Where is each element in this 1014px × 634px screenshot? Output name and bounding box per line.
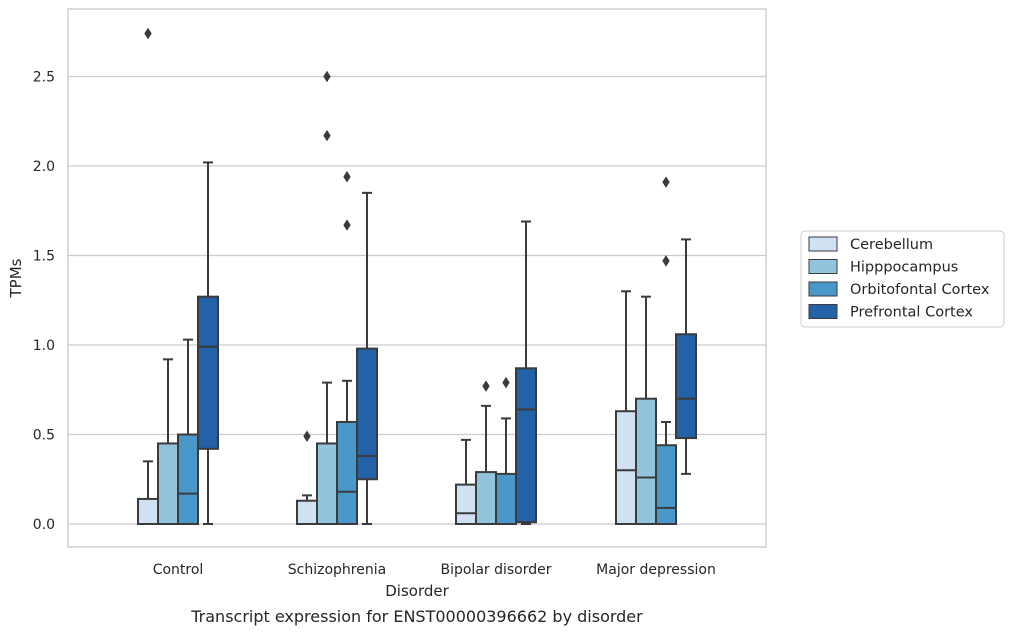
legend: Cerebellum Hipppocampus Orbitofontal Corte… (800, 230, 1005, 328)
box-iqr (615, 410, 637, 526)
legend-item: Prefrontal Cortex (808, 304, 973, 321)
y-tick-label: 1.5 (33, 249, 55, 265)
legend-label: Orbitofontal Cortex (850, 282, 990, 298)
legend-item: Orbitofontal Cortex (808, 281, 990, 298)
series-cerebellum (137, 27, 637, 526)
legend-frame (800, 230, 1005, 328)
outlier-point (303, 430, 311, 443)
y-tick-label: 0.5 (33, 428, 55, 444)
outlier-point (323, 129, 331, 142)
x-tick-label: Control (153, 562, 204, 578)
chart-caption: Transcript expression for ENST0000039666… (190, 607, 643, 626)
box-mark (316, 70, 338, 526)
y-tick-label: 2.5 (33, 70, 55, 86)
series-orbitofontal-cortex (177, 170, 677, 526)
box-iqr (495, 472, 517, 526)
box-iqr (475, 471, 497, 525)
y-tick-label: 1.0 (33, 338, 55, 354)
outlier-point (144, 27, 152, 40)
box-iqr (675, 333, 697, 440)
x-tick-labels: Control Schizophrenia Bipolar disorder Majo… (153, 562, 716, 578)
box-iqr (137, 497, 159, 526)
outlier-point (662, 255, 670, 267)
series-hipppocampus (157, 70, 657, 526)
legend-label: Cerebellum (850, 237, 933, 253)
box-mark (296, 430, 318, 526)
box-iqr (515, 367, 537, 524)
box-iqr (316, 442, 338, 526)
box-iqr (296, 499, 318, 526)
box-series (137, 27, 697, 526)
legend-swatch (808, 304, 838, 319)
x-tick-label: Major depression (596, 562, 716, 578)
outlier-point (502, 376, 510, 389)
box-iqr (655, 444, 677, 525)
legend-swatch (808, 259, 838, 274)
box-iqr (356, 347, 378, 481)
legend-item: Cerebellum (808, 236, 933, 253)
y-tick-label: 2.0 (33, 159, 55, 175)
x-tick-label: Bipolar disorder (440, 562, 551, 578)
outlier-point (323, 70, 331, 83)
box-mark (177, 338, 199, 525)
box-iqr (635, 397, 657, 526)
box-mark (356, 191, 378, 525)
box-mark (336, 170, 358, 525)
x-tick-label: Schizophrenia (288, 562, 386, 578)
box-iqr (455, 483, 477, 525)
box-mark (137, 27, 159, 526)
plot-frame (67, 8, 767, 548)
box-mark (515, 220, 537, 525)
legend-label: Prefrontal Cortex (850, 305, 973, 321)
outlier-point (343, 219, 351, 231)
box-mark (157, 358, 179, 526)
box-mark (675, 238, 697, 475)
legend-swatch (808, 236, 838, 252)
outlier-point (662, 176, 670, 188)
legend-label: Hipppocampus (850, 260, 958, 276)
box-iqr (157, 442, 179, 526)
outlier-point (482, 380, 490, 392)
box-mark (655, 176, 677, 525)
y-tick-labels: 0.0 0.5 1.0 1.5 2.0 2.5 (33, 70, 55, 534)
box-iqr (336, 420, 358, 525)
series-prefrontal-cortex (197, 161, 697, 525)
box-iqr (197, 295, 219, 450)
outlier-point (343, 170, 351, 183)
legend-item: Hipppocampus (808, 259, 958, 276)
box-iqr (177, 433, 199, 525)
box-mark (197, 161, 219, 525)
y-axis-title: TPMs (7, 258, 25, 298)
y-tick-label: 0.0 (33, 517, 55, 533)
legend-swatch (808, 281, 838, 297)
x-axis-title: Disorder (385, 582, 449, 600)
